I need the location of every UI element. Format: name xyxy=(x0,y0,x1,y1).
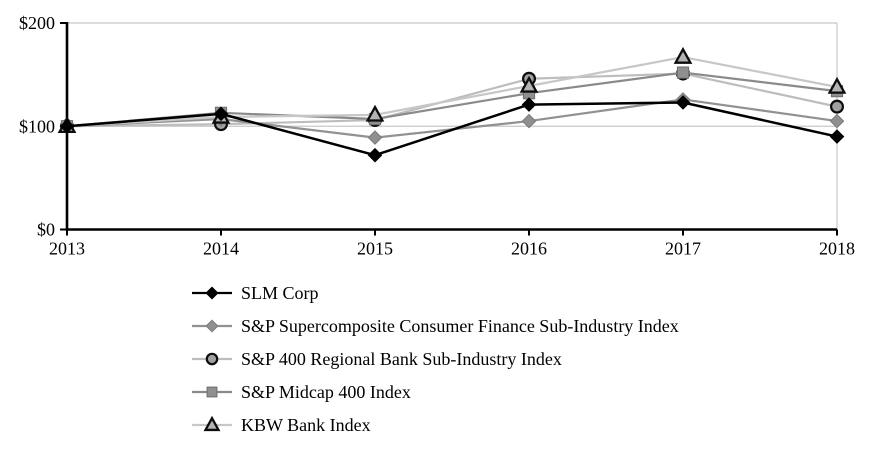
series-marker-slm-corp xyxy=(213,106,229,122)
legend-label-midcap-400-index: S&P Midcap 400 Index xyxy=(241,381,411,402)
legend-marker-glyph xyxy=(205,285,219,300)
legend-marker-glyph xyxy=(205,318,219,333)
series-marker-slm-corp xyxy=(675,95,691,110)
series-marker-kbw-bank-index xyxy=(827,76,847,94)
series-marker-s-p-supercomposite-consumer-finance-sub-industry-index xyxy=(521,113,537,129)
series-marker-slm-corp xyxy=(59,118,75,134)
x-axis-tick-label: 2017 xyxy=(665,239,701,259)
y-axis-tick-label: $200 xyxy=(19,13,55,33)
legend-marker-glyph xyxy=(203,415,221,431)
series-marker-s-p-supercomposite-consumer-finance-sub-industry-index xyxy=(367,130,383,145)
series-line-kbw-bank-index xyxy=(66,55,838,128)
legend-item-consumer-finance-index: S&P Supercomposite Consumer Finance Sub-… xyxy=(191,309,679,342)
legend-item-slm-corp: SLM Corp xyxy=(191,276,679,309)
x-axis-tick-label: 2018 xyxy=(819,239,855,259)
circle-marker-icon xyxy=(192,352,232,365)
series-marker-s-p-supercomposite-consumer-finance-sub-industry-index xyxy=(829,113,845,129)
triangle-marker-icon xyxy=(192,415,232,431)
series-marker-s-p-400-regional-bank-sub-industry-index xyxy=(829,99,844,114)
series-marker-slm-corp xyxy=(521,97,537,112)
x-axis-tick-label: 2015 xyxy=(357,239,393,259)
series-marker-s-p-midcap-400-index xyxy=(676,66,690,79)
series-marker-kbw-bank-index xyxy=(519,75,539,93)
gray-square-marker-icon xyxy=(192,386,232,397)
series-line-slm-corp xyxy=(66,101,838,157)
legend-marker-glyph xyxy=(205,352,219,365)
black-diamond-marker-icon xyxy=(192,285,232,300)
y-axis-tick-label: $0 xyxy=(37,220,55,240)
series-marker-slm-corp xyxy=(367,147,383,163)
series-marker-slm-corp xyxy=(829,129,845,144)
legend-item-regional-bank-index: S&P 400 Regional Bank Sub-Industry Index xyxy=(191,342,679,375)
gray-diamond-marker-icon xyxy=(192,318,232,333)
performance-line-chart: $0 $100 $200 2013 2014 2015 2016 2017 2018 xyxy=(19,13,855,259)
legend-label-kbw-bank-index: KBW Bank Index xyxy=(241,414,371,435)
legend-label-consumer-finance-index: S&P Supercomposite Consumer Finance Sub-… xyxy=(241,315,679,336)
x-axis-tick-label: 2016 xyxy=(511,239,547,259)
legend-label-slm-corp: SLM Corp xyxy=(241,282,319,303)
series-marker-kbw-bank-index xyxy=(365,104,385,122)
legend-item-kbw-bank-index: KBW Bank Index xyxy=(191,408,679,441)
x-axis-tick-label: 2013 xyxy=(49,239,85,259)
y-axis-tick-label: $100 xyxy=(19,116,55,136)
series-marker-kbw-bank-index xyxy=(673,46,693,64)
legend-marker-glyph xyxy=(206,386,218,397)
legend-label-regional-bank-index: S&P 400 Regional Bank Sub-Industry Index xyxy=(241,348,562,369)
chart-area: $0 $100 $200 2013 2014 2015 2016 2017 2018 xyxy=(19,13,855,259)
x-axis-tick-label: 2014 xyxy=(203,239,239,259)
chart-legend: SLM Corp S&P Supercomposite Consumer Fin… xyxy=(191,276,679,441)
legend-item-midcap-400-index: S&P Midcap 400 Index xyxy=(191,375,679,408)
